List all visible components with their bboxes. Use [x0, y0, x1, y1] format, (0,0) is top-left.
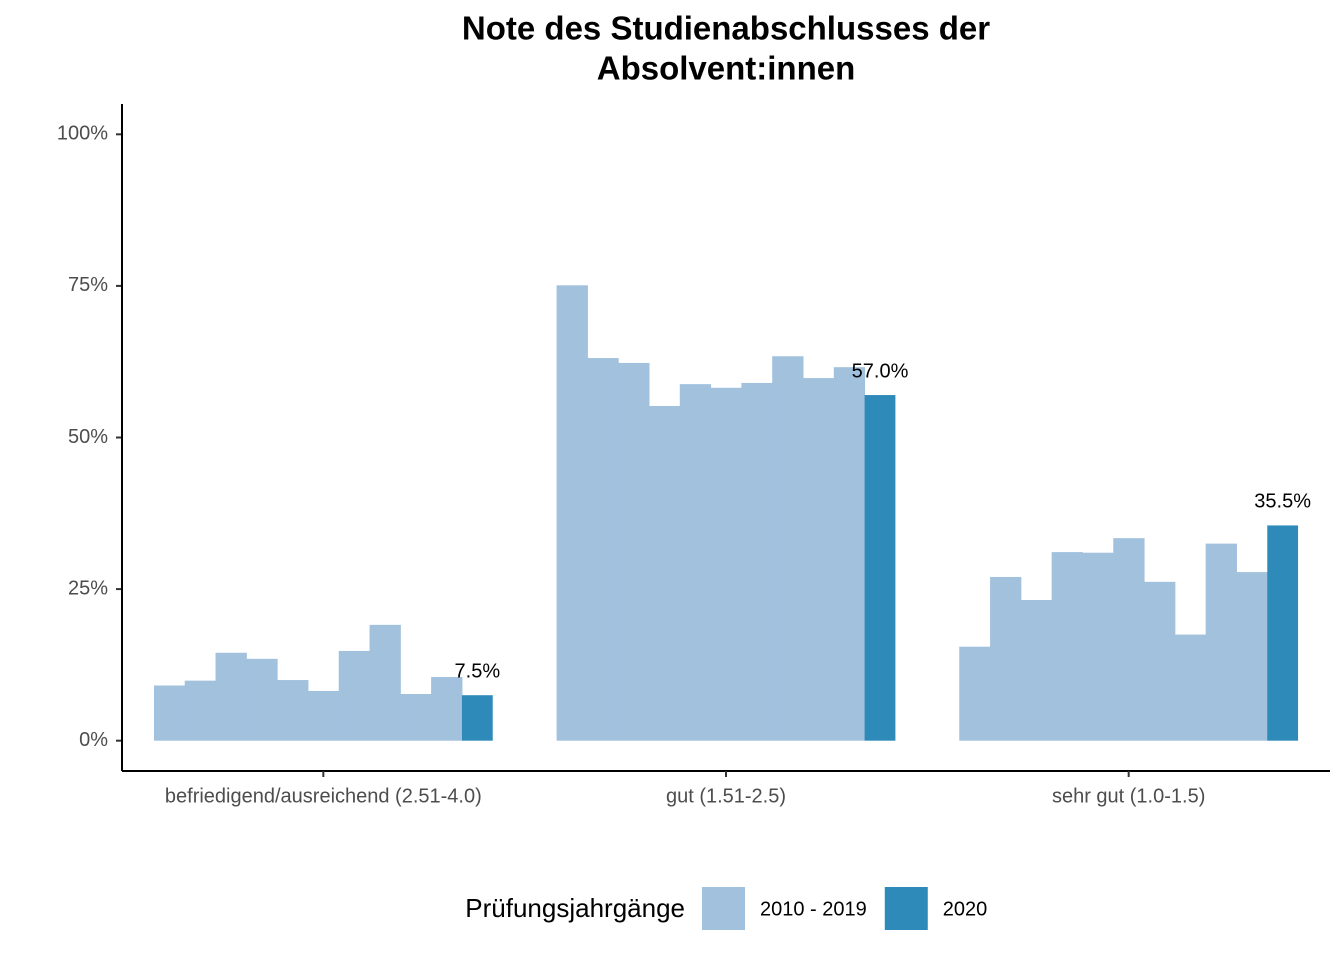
x-tick-label: gut (1.51-2.5): [666, 785, 786, 807]
bar: [1113, 538, 1145, 741]
bar: [1051, 552, 1083, 741]
bar: [679, 384, 712, 741]
y-tick-label: 75%: [68, 274, 108, 296]
bar: [1020, 600, 1053, 741]
bar: [1174, 634, 1207, 741]
data-label: 7.5%: [455, 660, 501, 682]
bar: [649, 405, 681, 741]
legend-label: 2020: [943, 898, 988, 920]
bar: [833, 367, 866, 741]
chart-title: Note des Studienabschlusses der: [462, 10, 990, 47]
bar: [1236, 572, 1268, 741]
bar: [184, 680, 217, 741]
bar: [307, 690, 340, 741]
y-tick-label: 0%: [79, 729, 108, 751]
bar: [803, 378, 835, 741]
bar: [277, 680, 309, 741]
chart-title: Absolvent:innen: [597, 50, 856, 87]
bar: [556, 285, 588, 741]
bar: [1144, 581, 1176, 741]
bar: [990, 576, 1022, 741]
bar: [1205, 543, 1237, 741]
bar: [587, 358, 619, 741]
bar: [864, 395, 896, 741]
bar: [215, 652, 247, 741]
bar: [959, 646, 991, 741]
x-tick-label: sehr gut (1.0-1.5): [1052, 785, 1205, 807]
bar: [1082, 552, 1114, 741]
data-label: 35.5%: [1254, 491, 1311, 513]
y-tick-label: 100%: [57, 123, 108, 145]
legend-title: Prüfungsjahrgänge: [465, 893, 685, 923]
y-tick-label: 50%: [68, 426, 108, 448]
bar: [741, 382, 773, 741]
legend-key: [884, 887, 928, 930]
bar: [1267, 525, 1299, 741]
y-tick-label: 25%: [68, 577, 108, 599]
bar: [338, 650, 371, 741]
bar: [461, 695, 493, 741]
bar: [246, 658, 278, 741]
bar: [369, 624, 401, 741]
bar: [431, 677, 463, 741]
bar: [153, 685, 186, 741]
legend-label: 2010 - 2019: [760, 898, 867, 920]
x-tick-label: befriedigend/ausreichend (2.51-4.0): [165, 785, 482, 807]
data-label: 57.0%: [852, 360, 909, 382]
bar: [710, 387, 742, 741]
bar: [618, 362, 650, 741]
bar: [400, 693, 432, 741]
bar: [772, 356, 804, 741]
legend-key: [702, 887, 745, 930]
